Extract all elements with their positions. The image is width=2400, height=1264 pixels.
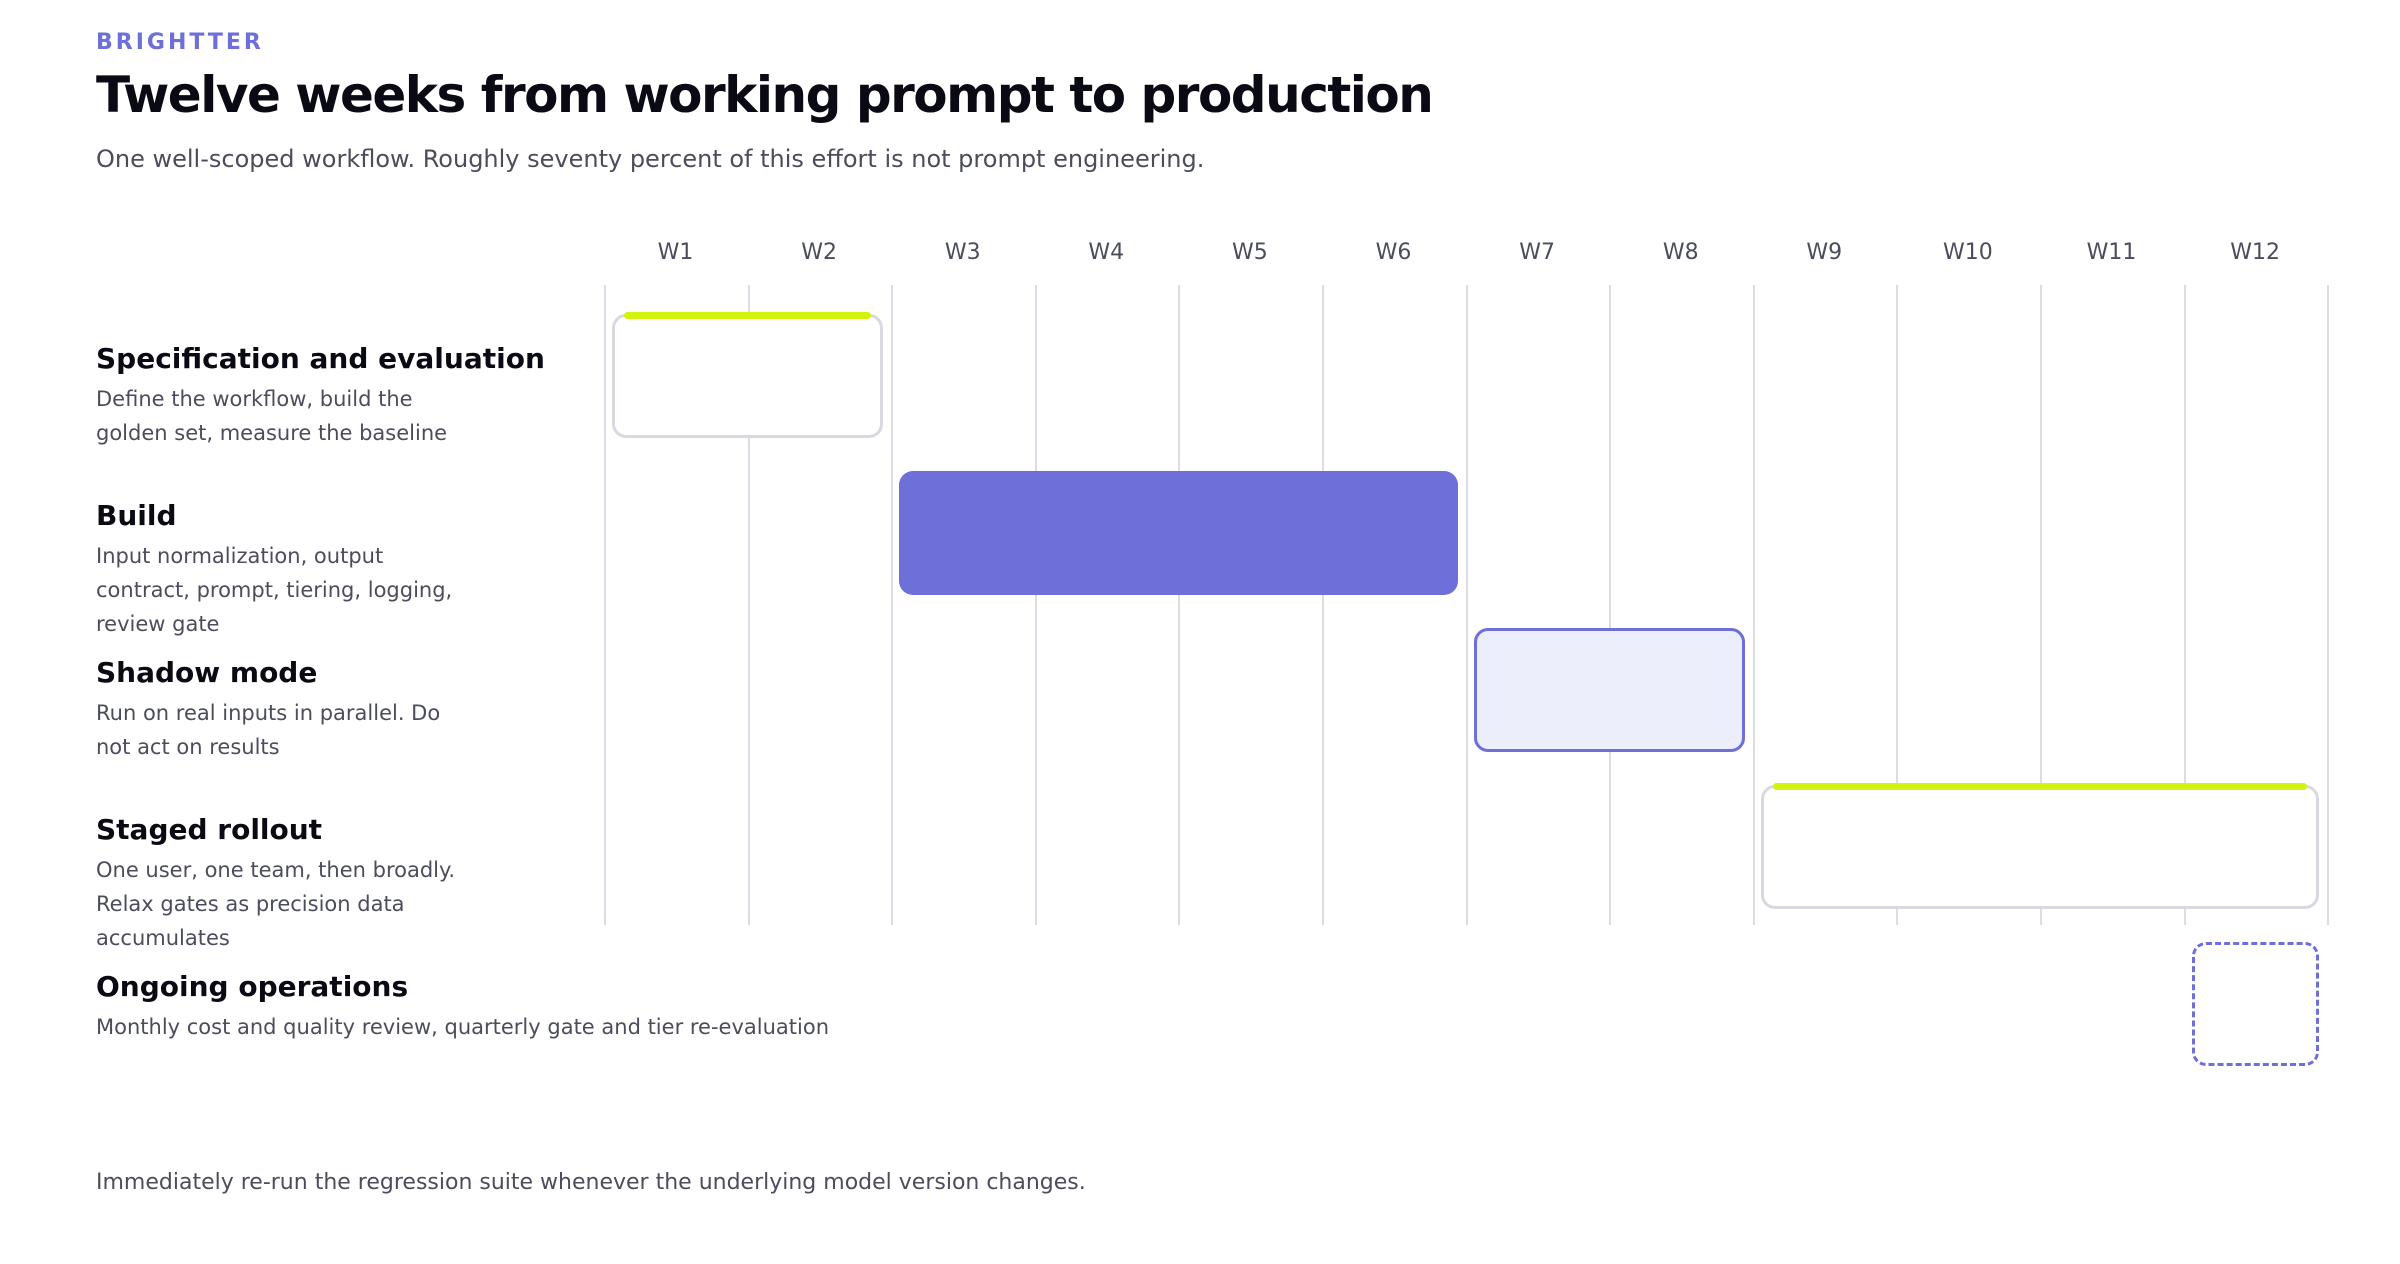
grid-line	[1035, 285, 1037, 925]
phase-accent-line	[1772, 783, 2308, 790]
page-title: Twelve weeks from working prompt to prod…	[96, 66, 1434, 124]
footnote: Immediately re-run the regression suite …	[96, 1170, 1086, 1195]
week-label-w12: W12	[2230, 240, 2280, 265]
grid-line	[1896, 285, 1898, 925]
phase-title: Specification and evaluation	[96, 342, 545, 375]
week-label-w7: W7	[1519, 240, 1555, 265]
page-subtitle: One well-scoped workflow. Roughly sevent…	[96, 145, 1205, 173]
grid-line	[748, 285, 750, 925]
phase-title: Build	[96, 499, 177, 532]
phase-description: Run on real inputs in parallel. Do not a…	[96, 701, 441, 759]
week-label-w11: W11	[2086, 240, 2137, 265]
week-label-w9: W9	[1806, 240, 1843, 265]
grid-line	[1178, 285, 1180, 925]
week-label-w6: W6	[1375, 240, 1412, 265]
grid-line	[1322, 285, 1324, 925]
phase-title: Staged rollout	[96, 813, 323, 846]
grid-line	[2040, 285, 2042, 925]
phase-bar	[899, 471, 1458, 595]
week-label-w2: W2	[801, 240, 837, 265]
phase-bar	[612, 314, 884, 438]
phase-description: Monthly cost and quality review, quarter…	[96, 1015, 830, 1039]
phase-bar	[2191, 942, 2320, 1066]
phase-title: Ongoing operations	[96, 970, 409, 1003]
grid-line	[604, 285, 606, 925]
phase-title: Shadow mode	[96, 656, 318, 689]
phase-description: Define the workflow, build the golden se…	[96, 387, 448, 445]
phase-bar	[1760, 785, 2320, 909]
grid-line	[1753, 285, 1755, 925]
phase-description: One user, one team, then broadly. Relax …	[96, 858, 456, 950]
grid-line	[1466, 285, 1468, 925]
grid-line	[891, 285, 893, 925]
grid-line	[2184, 285, 2186, 925]
phase-accent-line	[624, 312, 872, 319]
week-label-w10: W10	[1943, 240, 1993, 265]
grid-line	[2327, 285, 2329, 925]
week-label-w4: W4	[1088, 240, 1125, 265]
week-label-w5: W5	[1232, 240, 1268, 265]
brand-label: BRIGHTTER	[96, 30, 264, 55]
week-label-w1: W1	[657, 240, 694, 265]
phase-description: Input normalization, output contract, pr…	[96, 544, 453, 636]
grid-line	[1609, 285, 1611, 925]
week-label-w8: W8	[1662, 240, 1699, 265]
week-label-w3: W3	[944, 240, 981, 265]
phase-bar	[1473, 628, 1745, 752]
